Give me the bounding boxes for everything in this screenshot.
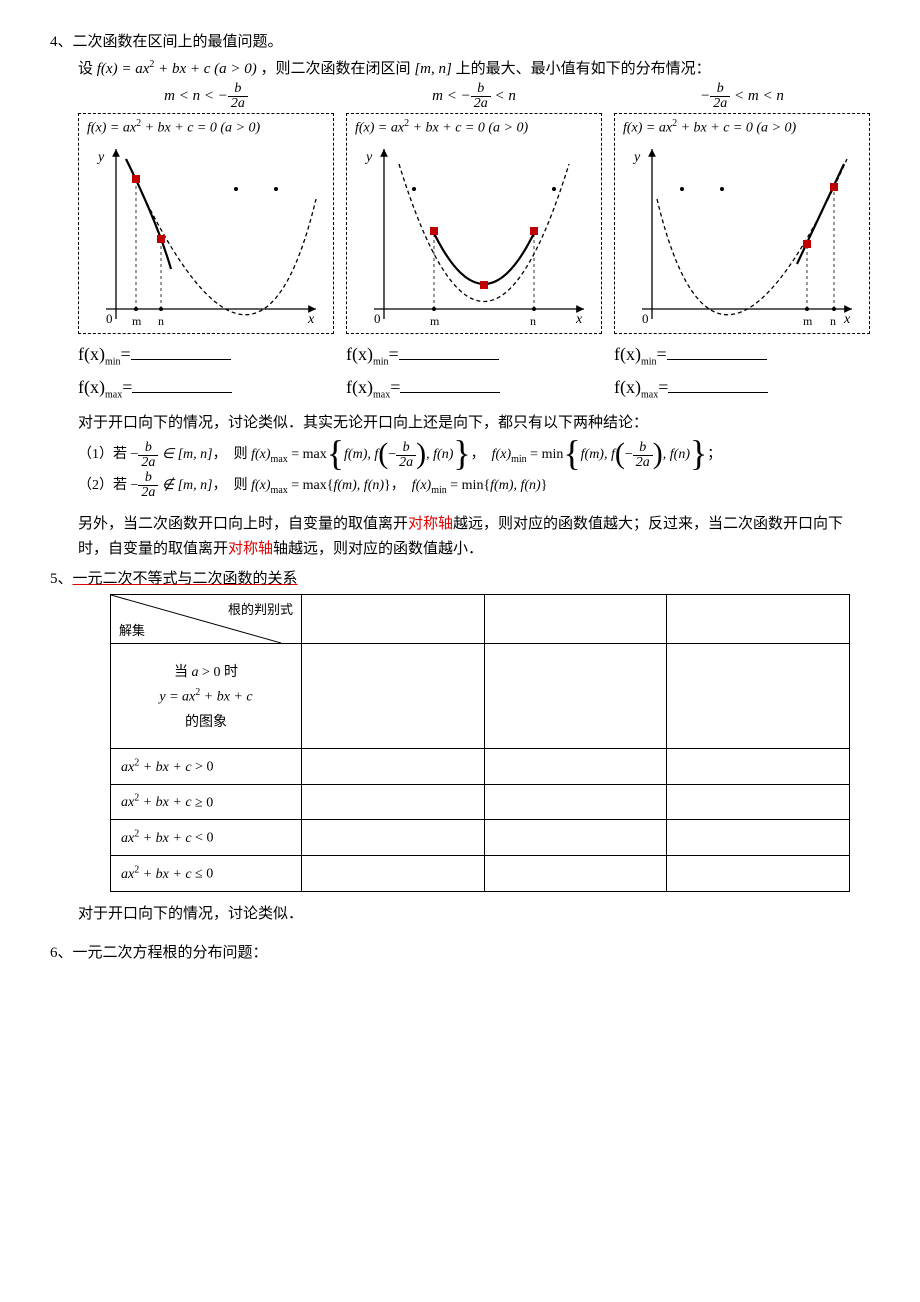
col-blank-2 [484,594,667,643]
intro-func: f(x) = ax2 + bx + c (a > 0) [97,61,257,77]
case-1-func: f(x) = ax2 + bx + c = 0 (a > 0) [87,118,329,137]
case-3-func: f(x) = ax2 + bx + c = 0 (a > 0) [623,118,865,137]
case-col-2: m < −b2a < n f(x) = ax2 + bx + c = 0 (a … [346,82,602,401]
case-2-fxmax: f(x)max= [346,377,602,401]
case-3-fxmin: f(x)min= [614,344,870,368]
col-blank-1 [302,594,485,643]
section-6-title: 6、一元二次方程根的分布问题： [50,941,870,962]
svg-text:n: n [530,314,536,328]
svg-text:y: y [632,150,641,165]
svg-text:m: m [132,314,142,328]
svg-text:n: n [158,314,164,328]
table-row-img: 当 a > 0 时 y = ax2 + bx + c 的图象 [111,643,850,748]
row-lt-expr: ax2 + bx + c < 0 [111,820,302,856]
discuss-text: 对于开口向下的情况，讨论类似．其实无论开口向上还是向下，都只有以下两种结论： [78,411,870,437]
section-5-title: 5、一元二次不等式与二次函数的关系 [50,567,870,588]
svg-text:0: 0 [374,311,381,326]
diag-cell: 根的判别式 解集 [111,594,302,643]
row-le-expr: ax2 + bx + c ≤ 0 [111,855,302,891]
sym-axis-1: 对称轴 [408,516,453,532]
diag-bot: 解集 [119,620,145,639]
table-row-le: ax2 + bx + c ≤ 0 [111,855,850,891]
table-row-header: 根的判别式 解集 [111,594,850,643]
sec5-tail: 对于开口向下的情况，讨论类似． [78,902,870,928]
svg-text:m: m [803,314,813,328]
case-2-box: f(x) = ax2 + bx + c = 0 (a > 0) y x 0 m … [346,113,602,334]
case-1-fxmax: f(x)max= [78,377,334,401]
case-3-graph: y x 0 m n [622,139,862,329]
case-2-fxmin: f(x)min= [346,344,602,368]
intro-pre: 设 [78,61,97,77]
note-pre: 另外，当二次函数开口向上时，自变量的取值离开 [78,516,408,532]
intro-post: ，则二次函数在闭区间 [m, n] 上的最大、最小值有如下的分布情况： [261,61,711,77]
svg-text:x: x [575,312,583,327]
conclusion-1: （1）若 −b2a ∈ [m, n]， 则 f(x)max = max{f(m)… [78,440,870,471]
conclusion-2: （2）若 −b2a ∉ [m, n]， 则 f(x)max = max{f(m)… [78,471,870,502]
case-3-header: −b2a < m < n [614,82,870,111]
three-cases-row: m < n < −b2a f(x) = ax2 + bx + c = 0 (a … [78,82,870,401]
svg-text:x: x [843,312,851,327]
case-col-3: −b2a < m < n f(x) = ax2 + bx + c = 0 (a … [614,82,870,401]
diag-top: 根的判别式 [228,599,293,618]
case-2-func: f(x) = ax2 + bx + c = 0 (a > 0) [355,118,597,137]
svg-text:x: x [307,312,315,327]
table-row-ge: ax2 + bx + c ≥ 0 [111,784,850,820]
svg-text:y: y [364,150,373,165]
svg-text:m: m [430,314,440,328]
section-4-title: 4、二次函数在区间上的最值问题。 [50,30,870,51]
case-1-fxmin: f(x)min= [78,344,334,368]
sec5-ul: 一元二次不等式与二次函数的关系 [73,571,298,587]
case-2-header: m < −b2a < n [346,82,602,111]
section-4-intro: 设 f(x) = ax2 + bx + c (a > 0) ，则二次函数在闭区间… [78,57,870,78]
relation-table: 根的判别式 解集 当 a > 0 时 y = ax2 + bx + c 的图象 … [110,594,850,892]
row-ge-expr: ax2 + bx + c ≥ 0 [111,784,302,820]
case-col-1: m < n < −b2a f(x) = ax2 + bx + c = 0 (a … [78,82,334,401]
table-row-lt: ax2 + bx + c < 0 [111,820,850,856]
case-1-header: m < n < −b2a [78,82,334,111]
svg-text:0: 0 [642,311,649,326]
case-1-box: f(x) = ax2 + bx + c = 0 (a > 0) y x 0 m … [78,113,334,334]
svg-text:y: y [96,150,105,165]
c1-pre: （1）若 − [78,447,138,462]
svg-text:0: 0 [106,311,113,326]
case-3-fxmax: f(x)max= [614,377,870,401]
sec5-num: 5、 [50,571,73,587]
table-row-gt: ax2 + bx + c > 0 [111,748,850,784]
row-gt-expr: ax2 + bx + c > 0 [111,748,302,784]
case-1-graph: y x 0 m n [86,139,326,329]
col-blank-3 [667,594,850,643]
row-img-label: 当 a > 0 时 y = ax2 + bx + c 的图象 [111,643,302,748]
note-end: 轴越远，则对应的函数值越小． [273,541,483,557]
note-text: 另外，当二次函数开口向上时，自变量的取值离开对称轴越远，则对应的函数值越大；反过… [78,512,870,563]
case-3-box: f(x) = ax2 + bx + c = 0 (a > 0) y x 0 m … [614,113,870,334]
sym-axis-2: 对称轴 [228,541,273,557]
c2-pre: （2）若 − [78,478,138,493]
case-2-graph: y x 0 m n [354,139,594,329]
svg-text:n: n [830,314,836,328]
